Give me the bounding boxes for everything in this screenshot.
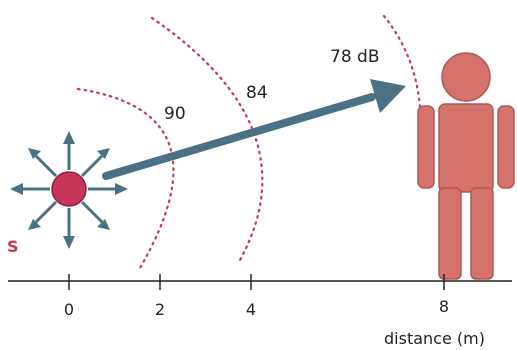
person-head [441, 52, 491, 102]
sound-source [51, 171, 87, 207]
arrow-left [10, 183, 50, 195]
tick-label-2: 2 [155, 300, 165, 319]
person-arm-right [497, 105, 515, 189]
axis-title: distance (m) [384, 329, 485, 348]
arrow-right [88, 183, 128, 195]
level-label-78: 78 dB [330, 47, 380, 67]
wavefront-90 [76, 87, 175, 270]
tick-label-4: 4 [246, 300, 256, 319]
listener-person-icon [417, 52, 515, 280]
tick-label-0: 0 [64, 300, 74, 319]
source-label: S [7, 237, 19, 256]
arrow-down-left [28, 200, 58, 230]
person-leg-right [470, 187, 494, 280]
level-label-84: 84 [246, 83, 268, 103]
tick-label-8: 8 [439, 297, 449, 316]
arrow-up-right [80, 148, 110, 178]
person-leg-left [438, 187, 462, 280]
person-body [438, 103, 494, 193]
arrow-down [63, 208, 75, 249]
arrow-up-left [28, 148, 58, 178]
person-arm-left [417, 105, 435, 189]
level-label-90: 90 [164, 104, 186, 124]
axis-ticks [68, 274, 445, 290]
arrow-down-right [80, 200, 110, 230]
wavefront-84 [150, 16, 264, 262]
radiating-arrows [10, 131, 128, 249]
arrow-up [63, 131, 75, 170]
propagation-arrow [102, 79, 406, 180]
